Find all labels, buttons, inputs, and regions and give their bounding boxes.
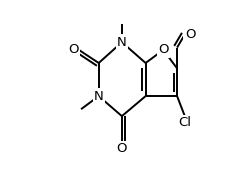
Text: N: N — [94, 90, 104, 103]
Text: O: O — [158, 43, 168, 56]
Text: O: O — [117, 142, 127, 155]
Text: Cl: Cl — [178, 116, 191, 129]
Text: O: O — [185, 28, 195, 41]
Text: O: O — [68, 43, 79, 56]
Text: N: N — [117, 36, 127, 49]
